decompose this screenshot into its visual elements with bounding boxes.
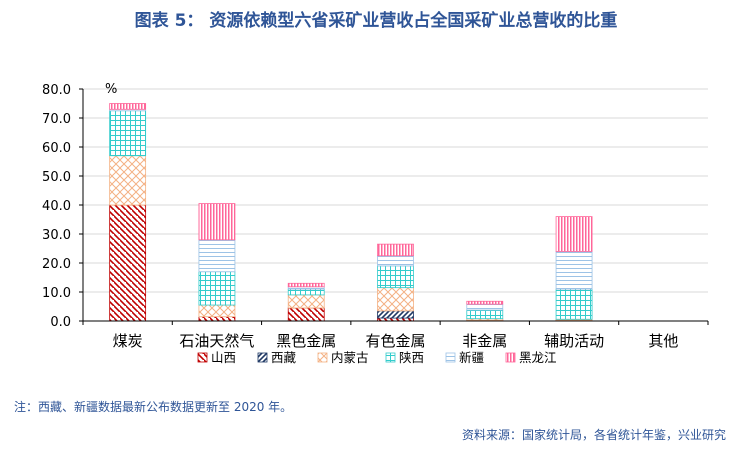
legend-label: 黑龙江 <box>519 350 557 365</box>
bar-segment-4-1 <box>198 239 236 273</box>
legend-label: 新疆 <box>459 350 484 365</box>
legend-swatch <box>445 352 456 363</box>
legend-swatch <box>317 352 328 363</box>
chart-area: 0.0 10.0 20.0 30.0 40.0 50.0 60.0 70.0 80.0% 煤炭 石油… <box>42 82 709 365</box>
bar-segment-2-0 <box>109 155 147 206</box>
x-category-label: 煤炭 <box>113 332 143 350</box>
bar-segment-1-3 <box>377 310 414 319</box>
x-category-label: 其他 <box>648 332 678 350</box>
bar-segment-3-3 <box>377 265 414 289</box>
bar-segment-5-3 <box>377 243 414 257</box>
bar-segment-3-2 <box>287 288 325 296</box>
x-category-label: 有色金属 <box>365 332 425 350</box>
legend-item-3: 陕西 <box>385 350 424 365</box>
data-source: 资料来源：国家统计局，各省统计年鉴，兴业研究 <box>461 428 726 442</box>
bars <box>109 103 593 322</box>
bar-segment-3-0 <box>109 110 147 157</box>
y-tick-label: 70.0 <box>42 112 71 127</box>
bar-segment-4-5 <box>555 250 593 290</box>
bar-segment-2-1 <box>198 304 236 318</box>
bar-segment-0-1 <box>198 316 236 322</box>
bar-segment-0-2 <box>287 307 325 322</box>
y-tick-label: 50.0 <box>42 170 71 185</box>
bar-segment-5-2 <box>287 282 325 288</box>
bar-segment-5-0 <box>109 103 147 110</box>
y-tick-label: 60.0 <box>42 141 71 156</box>
stacked-bar-chart: 0.0 10.0 20.0 30.0 40.0 50.0 60.0 70.0 80.0 % 煤炭 石油… <box>42 82 709 365</box>
legend-label: 内蒙古 <box>331 350 369 365</box>
y-tick-label: 10.0 <box>42 286 71 301</box>
bar-segment-5-4 <box>466 300 504 305</box>
bar-segment-2-3 <box>377 287 414 312</box>
y-tick-label: 20.0 <box>42 257 71 272</box>
bar-segment-3-4 <box>466 309 504 320</box>
bar-segment-4-3 <box>377 255 414 267</box>
y-tick-label: 80.0 <box>42 83 71 98</box>
x-category-label: 黑色金属 <box>276 332 336 350</box>
legend-item-0: 山西 <box>197 350 236 365</box>
bar-segment-5-5 <box>555 216 593 252</box>
bar-segment-5-1 <box>198 203 236 241</box>
x-category-label: 辅助活动 <box>544 332 604 350</box>
bar-segment-4-4 <box>466 303 504 311</box>
legend-label: 山西 <box>211 350 236 365</box>
legend-swatch <box>385 352 396 363</box>
legend-swatch <box>505 352 516 363</box>
bar-segment-0-0 <box>109 204 147 322</box>
axes: 0.0 10.0 20.0 30.0 40.0 50.0 60.0 70.0 80.0 % 煤炭 石油… <box>42 82 709 350</box>
legend-item-4: 新疆 <box>445 350 484 365</box>
legend: 山西 西藏 内蒙古 陕西 新疆 黑龙江 <box>197 350 557 365</box>
chart-title: 图表 5： 资源依赖型六省采矿业营收占全国采矿业总营收的比重 <box>134 11 618 31</box>
bar-segment-3-1 <box>198 271 236 306</box>
footnote: 注：西藏、新疆数据最新公布数据更新至 2020 年。 <box>14 400 293 414</box>
legend-swatch <box>257 352 268 363</box>
y-tick-label: 0.0 <box>50 315 71 330</box>
bar-segment-3-5 <box>555 288 593 320</box>
x-category-label: 非金属 <box>462 332 507 350</box>
y-tick-label: 40.0 <box>42 199 71 214</box>
legend-item-1: 西藏 <box>257 350 297 365</box>
legend-item-5: 黑龙江 <box>505 350 557 365</box>
y-tick-label: 30.0 <box>42 228 71 243</box>
legend-swatch <box>197 352 208 363</box>
bar-segment-2-2 <box>287 294 325 309</box>
legend-item-2: 内蒙古 <box>317 350 369 365</box>
x-category-label: 石油天然气 <box>179 332 254 350</box>
legend-label: 西藏 <box>271 350 297 365</box>
unit-label: % <box>105 82 117 97</box>
legend-label: 陕西 <box>399 350 424 365</box>
